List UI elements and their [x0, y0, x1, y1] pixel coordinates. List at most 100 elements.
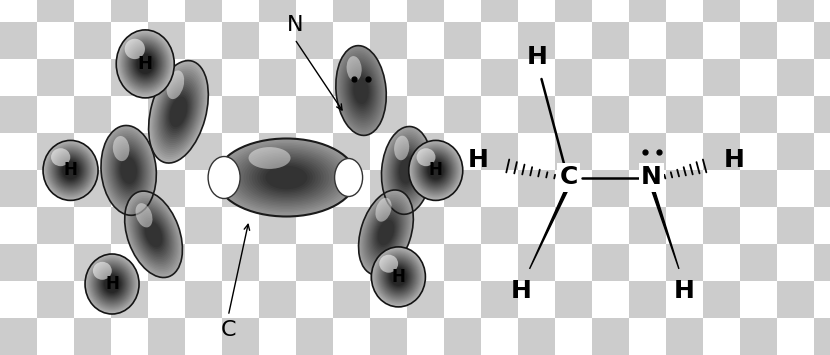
Ellipse shape [114, 147, 144, 194]
Ellipse shape [96, 267, 128, 301]
Ellipse shape [163, 84, 194, 139]
Ellipse shape [382, 258, 415, 295]
Ellipse shape [127, 195, 180, 274]
Ellipse shape [376, 252, 421, 302]
Ellipse shape [110, 140, 148, 201]
Ellipse shape [149, 61, 208, 163]
Ellipse shape [420, 153, 452, 188]
Ellipse shape [169, 97, 188, 127]
Ellipse shape [426, 159, 446, 181]
Bar [518, 244, 555, 281]
Bar [37, 281, 74, 318]
Ellipse shape [266, 166, 307, 189]
Ellipse shape [417, 148, 436, 166]
Ellipse shape [399, 157, 414, 184]
Ellipse shape [61, 159, 81, 181]
Bar [481, 318, 518, 355]
Ellipse shape [389, 140, 424, 201]
Bar [74, 281, 111, 318]
Bar [444, 207, 481, 244]
Bar [37, 318, 74, 355]
Ellipse shape [126, 42, 164, 86]
Ellipse shape [249, 157, 324, 198]
Text: H: H [64, 162, 77, 179]
Bar [444, 0, 481, 22]
Ellipse shape [373, 248, 424, 306]
Ellipse shape [344, 60, 378, 121]
Ellipse shape [369, 207, 403, 258]
Text: C: C [221, 320, 236, 340]
Text: H: H [138, 55, 153, 73]
Bar [555, 59, 592, 96]
Bar [74, 59, 111, 96]
Bar [0, 170, 37, 207]
Ellipse shape [361, 193, 411, 272]
Ellipse shape [348, 67, 374, 114]
Ellipse shape [91, 261, 133, 307]
Bar [111, 0, 148, 22]
Ellipse shape [158, 77, 199, 147]
Ellipse shape [102, 127, 155, 214]
Ellipse shape [165, 88, 192, 135]
Bar [185, 96, 222, 133]
Ellipse shape [222, 142, 351, 213]
Bar [259, 207, 296, 244]
Bar [0, 244, 37, 281]
Ellipse shape [388, 266, 408, 288]
Ellipse shape [86, 255, 138, 313]
Bar [333, 0, 370, 22]
Bar [814, 96, 830, 133]
Ellipse shape [134, 51, 156, 76]
Bar [814, 170, 830, 207]
Bar [0, 318, 37, 355]
Ellipse shape [160, 81, 197, 143]
Ellipse shape [120, 35, 170, 93]
Ellipse shape [157, 75, 200, 149]
Bar [222, 318, 259, 355]
Ellipse shape [142, 216, 165, 252]
Ellipse shape [139, 213, 168, 256]
Ellipse shape [219, 140, 354, 215]
Bar [111, 59, 148, 96]
Ellipse shape [390, 142, 423, 199]
Bar [740, 170, 777, 207]
Bar [185, 318, 222, 355]
Ellipse shape [152, 67, 205, 157]
Bar [777, 318, 814, 355]
Bar [481, 133, 518, 170]
Ellipse shape [367, 203, 405, 262]
Ellipse shape [103, 274, 121, 294]
Bar [407, 0, 444, 22]
Ellipse shape [45, 142, 96, 198]
Ellipse shape [347, 65, 375, 116]
Ellipse shape [374, 249, 423, 305]
Bar [185, 170, 222, 207]
Ellipse shape [103, 129, 154, 212]
Ellipse shape [374, 215, 398, 250]
Ellipse shape [54, 152, 87, 189]
Ellipse shape [248, 147, 290, 169]
Ellipse shape [56, 155, 85, 186]
Bar [148, 318, 185, 355]
Bar [407, 96, 444, 133]
Bar [333, 133, 370, 170]
Bar [259, 22, 296, 59]
Ellipse shape [102, 273, 122, 295]
Bar [444, 96, 481, 133]
Ellipse shape [128, 196, 179, 273]
Bar [148, 281, 185, 318]
Ellipse shape [247, 155, 326, 200]
Bar [666, 59, 703, 96]
Ellipse shape [140, 215, 167, 254]
Ellipse shape [101, 272, 123, 296]
Bar [333, 96, 370, 133]
Ellipse shape [89, 258, 135, 310]
Ellipse shape [49, 147, 92, 194]
Bar [740, 207, 777, 244]
Ellipse shape [338, 49, 384, 132]
Bar [333, 170, 370, 207]
Bar [222, 170, 259, 207]
Ellipse shape [116, 150, 141, 191]
Ellipse shape [370, 208, 402, 257]
Ellipse shape [130, 200, 177, 269]
